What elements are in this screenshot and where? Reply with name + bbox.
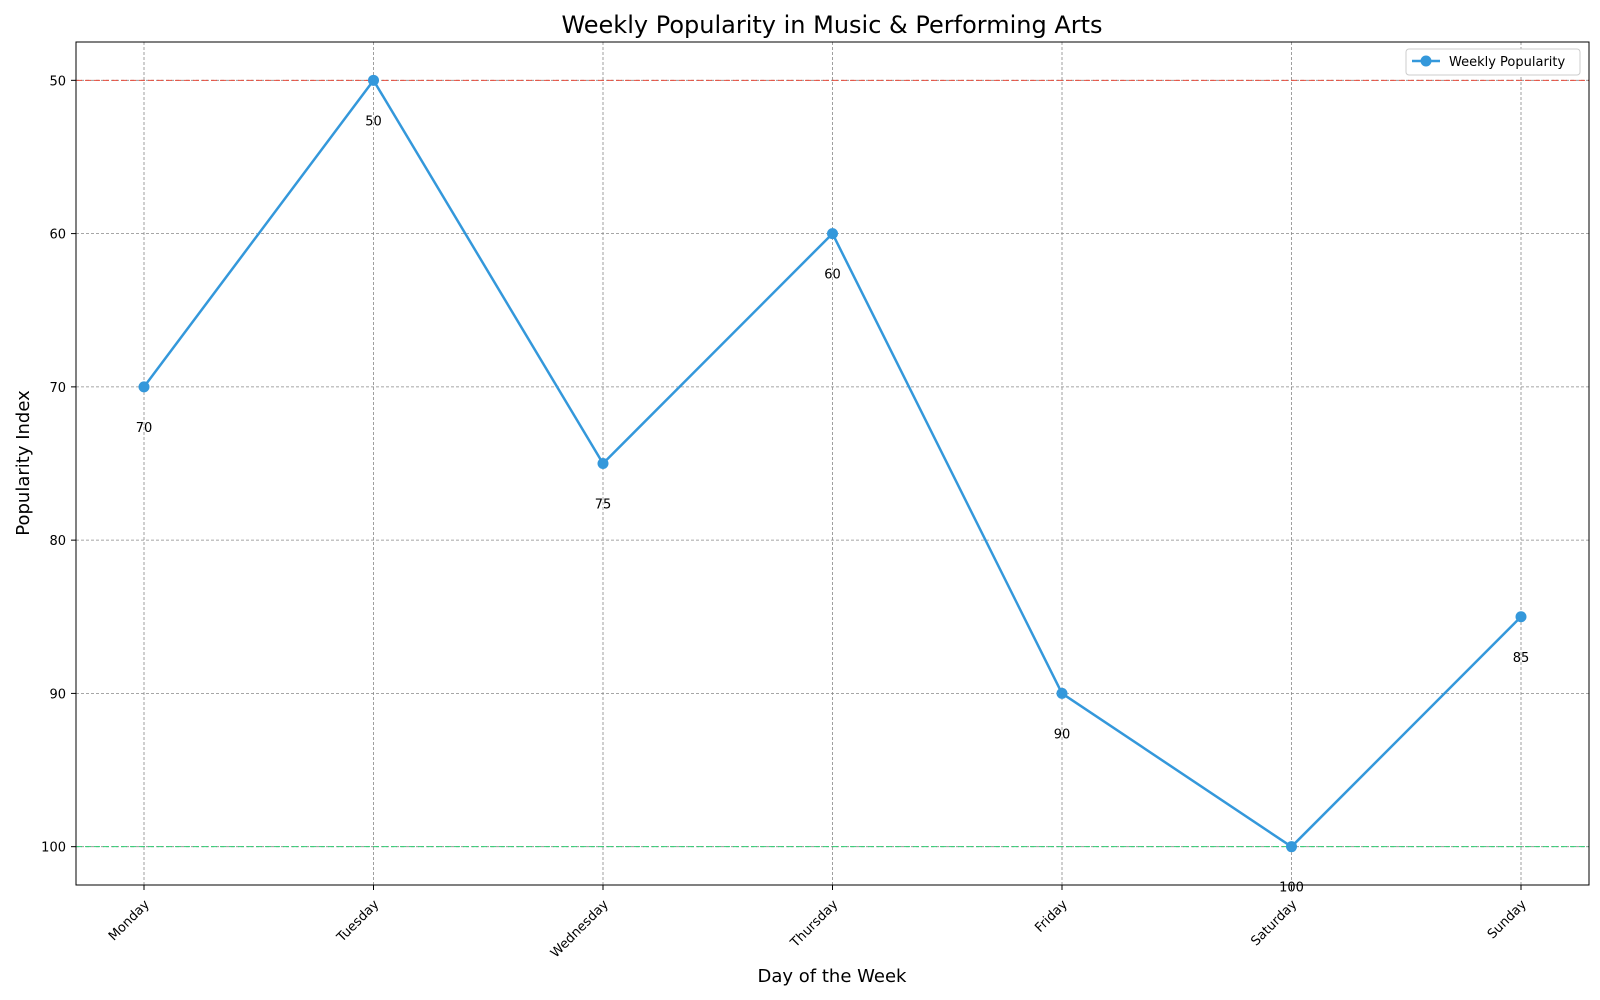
data-label: 75	[595, 498, 612, 513]
data-point	[138, 381, 150, 393]
data-point	[368, 74, 379, 86]
x-axis-title: Day of the Week	[758, 966, 907, 987]
data-label: 70	[136, 421, 153, 436]
data-point	[827, 228, 838, 240]
y-axis: 50 60 70 80 90 100	[41, 74, 76, 856]
data-label: 90	[1054, 727, 1071, 742]
data-label: 60	[824, 268, 841, 283]
reference-lines	[76, 79, 1589, 848]
y-tick-label: 90	[49, 687, 66, 702]
data-label: 85	[1513, 651, 1530, 666]
data-point	[597, 458, 609, 469]
y-tick-label: 70	[49, 381, 66, 396]
y-axis-title: Popularity Index	[13, 390, 34, 536]
y-tick-label: 60	[49, 228, 66, 243]
chart-title: Weekly Popularity in Music & Performing …	[561, 11, 1102, 39]
data-label: 100	[1279, 881, 1304, 896]
series	[138, 74, 1527, 853]
legend: Weekly Popularity	[1405, 48, 1581, 76]
data-point	[1286, 841, 1297, 853]
y-tick-label: 50	[49, 74, 66, 89]
data-point	[1515, 611, 1527, 623]
data-label: 50	[365, 114, 382, 129]
y-tick-label: 80	[49, 534, 66, 549]
legend-box	[1405, 48, 1581, 76]
legend-label: Weekly Popularity	[1449, 55, 1566, 70]
legend-marker-icon	[1420, 55, 1432, 67]
data-labels: 70 50 75 60 90 100 85	[136, 114, 1530, 895]
y-tick-label: 100	[41, 841, 66, 856]
data-point	[1056, 687, 1068, 699]
